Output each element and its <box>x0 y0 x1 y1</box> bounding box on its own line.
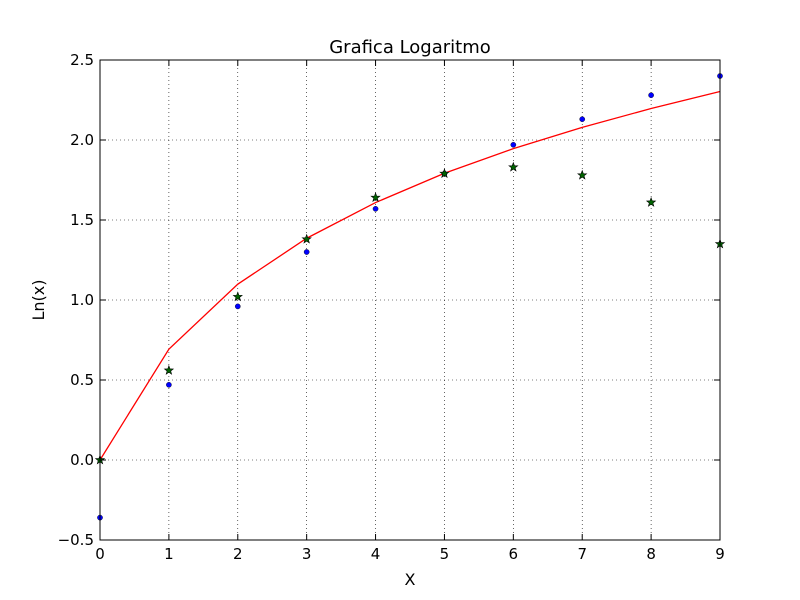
y-tick-label: 2.5 <box>70 51 94 69</box>
data-point-circle <box>648 92 654 98</box>
y-tick-label: 1.0 <box>70 291 94 309</box>
data-point-star <box>163 364 175 375</box>
data-point-circle <box>303 249 310 255</box>
tick-labels: 0 1 2 3 4 5 6 7 8 9 −0.5 0.0 0.5 1.0 1.5 2.0 2.5 <box>58 51 725 563</box>
y-axis-label: Ln(x) <box>29 279 48 320</box>
y-tick-label: 0.5 <box>70 371 94 389</box>
data-point-star <box>370 192 381 203</box>
data-point-circle <box>372 205 379 212</box>
data-point-circle <box>234 303 241 310</box>
series-star <box>94 161 726 465</box>
x-tick-label: 2 <box>233 545 243 563</box>
x-tick-label: 4 <box>371 545 381 563</box>
series-line <box>99 90 721 461</box>
x-tick-label: 5 <box>440 545 450 563</box>
data-point-star <box>508 161 519 172</box>
data-point-star <box>645 196 657 207</box>
y-tick-label: −0.5 <box>58 531 94 549</box>
x-tick-label: 6 <box>509 545 519 563</box>
y-tick-label: 0.0 <box>70 451 94 469</box>
x-tick-label: 9 <box>715 545 725 563</box>
y-tick-label: 2.0 <box>70 131 94 149</box>
data-point-circle <box>510 141 517 148</box>
data-point-circle <box>579 116 586 122</box>
x-axis-label: X <box>405 570 416 589</box>
data-point-star <box>301 233 312 244</box>
x-tick-label: 8 <box>646 545 656 563</box>
axis-ticks <box>99 59 721 541</box>
data-point-star <box>232 291 243 302</box>
grid <box>100 60 720 540</box>
data-point-star <box>439 168 450 179</box>
data-point-star <box>577 169 588 180</box>
x-tick-label: 1 <box>164 545 174 563</box>
x-tick-label: 7 <box>577 545 587 563</box>
series-line <box>99 90 721 461</box>
chart-title: Grafica Logaritmo <box>329 37 491 58</box>
x-tick-label: 0 <box>95 545 105 563</box>
x-tick-label: 3 <box>302 545 312 563</box>
data-point-circle <box>166 381 172 388</box>
y-tick-label: 1.5 <box>70 211 94 229</box>
